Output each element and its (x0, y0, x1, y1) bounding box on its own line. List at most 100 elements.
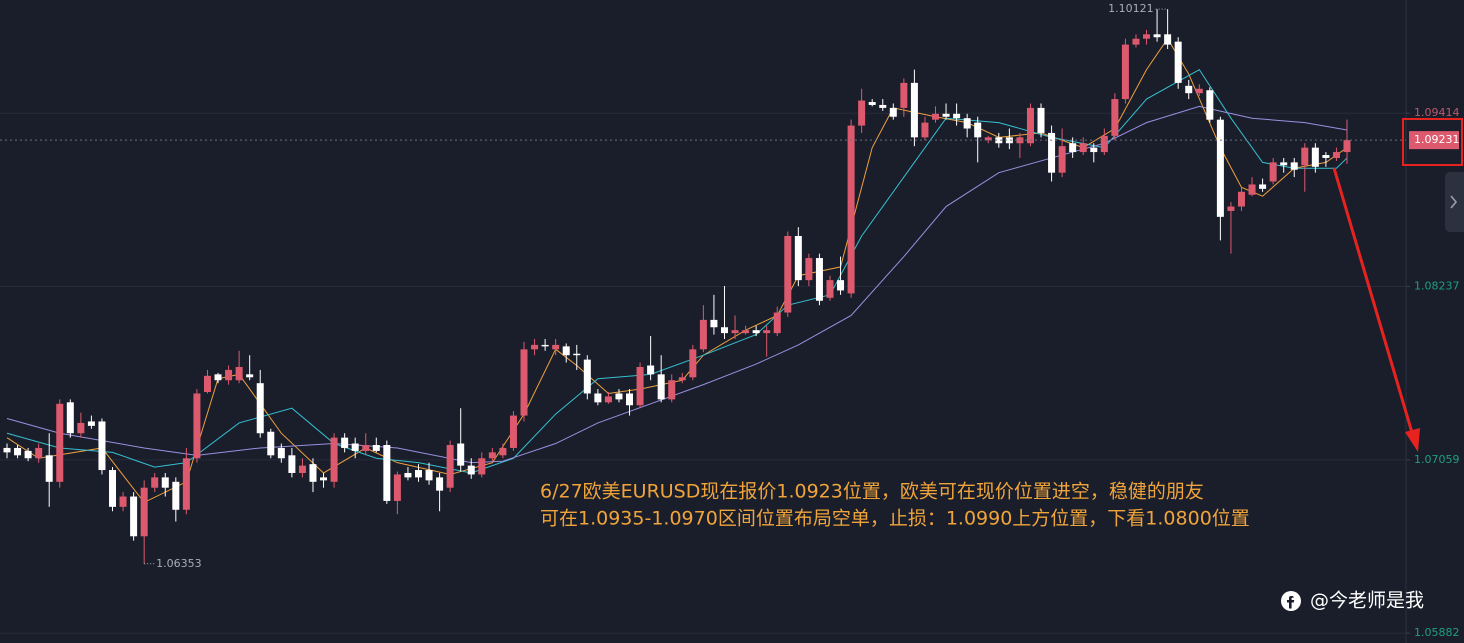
candle-body (288, 455, 296, 473)
candle-body (1259, 184, 1267, 189)
candle-body (1280, 162, 1288, 166)
highlight-box (1402, 118, 1463, 166)
candle-body (1164, 34, 1172, 45)
candle-body (436, 477, 444, 491)
candle-body (330, 437, 338, 482)
candle-body (868, 102, 876, 105)
candle-body (66, 402, 74, 434)
candle-body (731, 330, 739, 334)
candle-body (425, 470, 433, 481)
candle-body (531, 344, 539, 350)
candle-body (953, 113, 961, 119)
candle-body (393, 474, 401, 501)
watermark: @今老师是我 (1281, 590, 1424, 612)
candle-body (1005, 137, 1013, 144)
y-tick-label: 1.07059 (1414, 453, 1460, 466)
candle-body (140, 487, 148, 537)
candle-body (509, 415, 517, 448)
candle-body (615, 393, 623, 400)
candle-body (341, 437, 349, 448)
candle-body (995, 137, 1003, 144)
logo-mark (1287, 596, 1295, 609)
candle-body (1195, 88, 1203, 94)
candle-body (320, 477, 328, 481)
arrow-shaft (1332, 167, 1415, 437)
candle-body (1237, 191, 1245, 207)
ma-line (6, 68, 1348, 474)
last-price-label: 1.09231 (1414, 133, 1460, 146)
candle-body (277, 447, 285, 459)
candle-body (309, 464, 317, 482)
candle-body (3, 447, 11, 453)
candle-body (815, 258, 823, 301)
candle-body (98, 421, 106, 471)
candle-body (583, 359, 591, 394)
candle-body (963, 118, 971, 129)
candle-body (910, 82, 918, 138)
candle-body (235, 366, 243, 381)
candle-body (837, 280, 845, 291)
candle-body (604, 396, 612, 403)
candle-body (1079, 143, 1087, 153)
candle-body (119, 496, 127, 507)
candle-body (847, 125, 855, 294)
candle-body (298, 465, 306, 473)
candle-body (1132, 38, 1140, 45)
candle-body (203, 375, 211, 393)
candle-body (794, 235, 802, 281)
candle-body (647, 365, 655, 375)
forecast-arrow (1332, 167, 1420, 452)
candle-body (1227, 206, 1235, 211)
candle-body (974, 122, 982, 138)
watermark-text: @今老师是我 (1310, 590, 1424, 612)
candle-body (826, 280, 834, 298)
candle-body (1069, 143, 1077, 153)
candle-body (1248, 184, 1256, 195)
candle-body (752, 330, 760, 334)
candle-body (404, 472, 412, 478)
candle-body (562, 346, 570, 356)
candle-body (689, 349, 697, 378)
candle-body (414, 470, 422, 478)
candle-body (1090, 147, 1098, 153)
candle-body (362, 445, 370, 451)
candle-body (889, 107, 897, 117)
candle-body (699, 319, 707, 350)
candle-body (1100, 135, 1108, 153)
candle-body (351, 443, 359, 451)
candle-body (520, 349, 528, 416)
candles (3, 9, 1351, 564)
candle-body (488, 452, 496, 459)
overlay: 1.09231 1.10121 1.06353 (0, 2, 1460, 570)
candle-body (1343, 140, 1351, 153)
candle-body (193, 393, 201, 459)
candle-body (56, 403, 64, 482)
candle-body (161, 477, 169, 488)
side-tab (1445, 172, 1464, 232)
candle-body (87, 421, 95, 426)
candle-body (773, 312, 781, 334)
max-label: 1.10121 (1108, 2, 1154, 15)
candle-body (657, 374, 665, 400)
candle-body (1301, 147, 1309, 166)
candle-body (1048, 132, 1056, 173)
candle-body (499, 447, 507, 456)
candle-body (984, 137, 992, 141)
candle-body (1185, 85, 1193, 94)
candle-body (921, 122, 929, 138)
candle-body (742, 330, 750, 334)
candle-body (130, 496, 138, 537)
candle-body (256, 383, 264, 434)
candle-body (1016, 137, 1024, 144)
candle-body (383, 445, 391, 501)
candle-body (109, 470, 117, 507)
arrow-head (1405, 428, 1420, 452)
candle-body (35, 447, 43, 459)
grid: 1.09414 1.08237 1.07059 1.05882 (0, 106, 1460, 639)
candle-body (225, 369, 233, 381)
candle-body (1058, 146, 1066, 173)
tab[interactable] (1445, 172, 1464, 232)
min-label: 1.06353 (156, 557, 202, 570)
